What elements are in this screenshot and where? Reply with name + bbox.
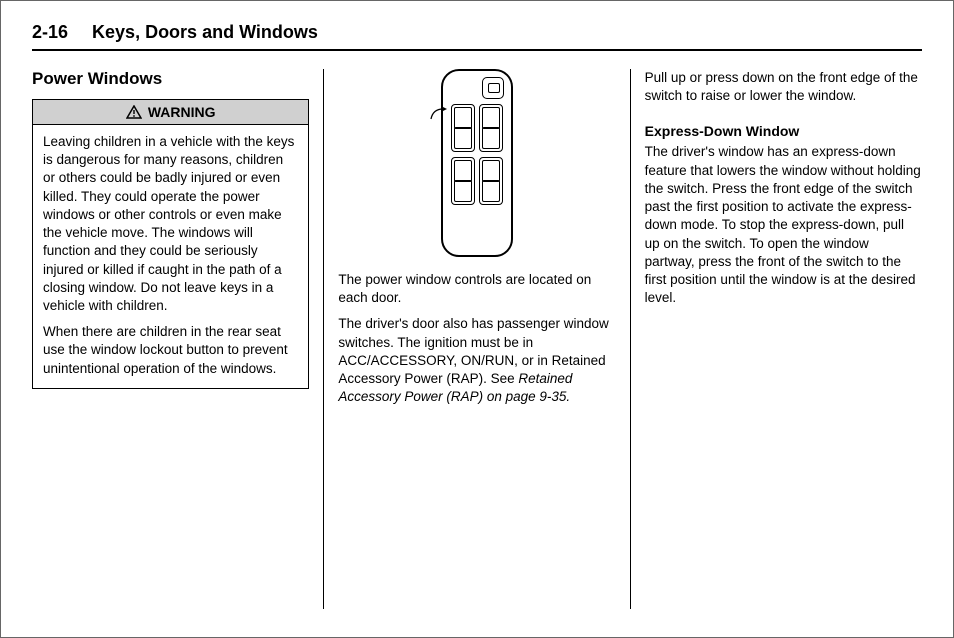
column-3: Pull up or press down on the front edge … (631, 69, 922, 609)
section-title-power-windows: Power Windows (32, 69, 309, 89)
warning-box: WARNING Leaving children in a vehicle wi… (32, 99, 309, 389)
warning-header: WARNING (33, 100, 308, 125)
window-lockout-button-icon (482, 77, 504, 99)
warning-paragraph-1: Leaving children in a vehicle with the k… (43, 133, 298, 315)
column-1: Power Windows WARNING Leaving children i… (32, 69, 323, 609)
warning-paragraph-2: When there are children in the rear seat… (43, 323, 298, 378)
column-2: The power window controls are located on… (324, 69, 629, 609)
warning-body: Leaving children in a vehicle with the k… (33, 125, 308, 388)
rear-switch-row (451, 157, 503, 205)
warning-triangle-icon (126, 105, 142, 119)
switch-panel-illustration (441, 69, 513, 257)
pull-arrow-icon (429, 105, 453, 123)
page-number: 2-16 (32, 22, 68, 43)
rear-left-switch-icon (451, 157, 475, 205)
driver-window-switch-icon (451, 104, 475, 152)
front-switch-row (451, 104, 503, 152)
figure-switch-panel (338, 69, 615, 257)
content-columns: Power Windows WARNING Leaving children i… (32, 69, 922, 609)
subsection-title-express-down: Express-Down Window (645, 123, 922, 139)
page-header: 2-16 Keys, Doors and Windows (32, 22, 922, 51)
chapter-title: Keys, Doors and Windows (92, 22, 318, 43)
col2-paragraph-2: The driver's door also has passenger win… (338, 315, 615, 406)
col2-paragraph-1: The power window controls are located on… (338, 271, 615, 307)
col3-paragraph-1: Pull up or press down on the front edge … (645, 69, 922, 105)
rear-right-switch-icon (479, 157, 503, 205)
passenger-front-switch-icon (479, 104, 503, 152)
warning-label: WARNING (148, 104, 216, 120)
col3-paragraph-2: The driver's window has an express-down … (645, 143, 922, 307)
